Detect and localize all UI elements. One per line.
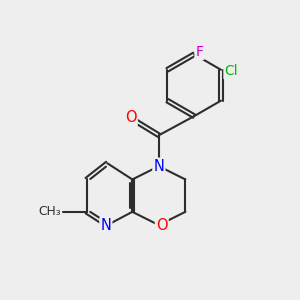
Text: O: O: [125, 110, 137, 125]
Text: N: N: [100, 218, 111, 233]
Text: F: F: [196, 45, 203, 59]
Text: Cl: Cl: [224, 64, 238, 78]
Text: CH₃: CH₃: [38, 205, 61, 218]
Text: N: N: [153, 159, 164, 174]
Text: O: O: [156, 218, 168, 233]
